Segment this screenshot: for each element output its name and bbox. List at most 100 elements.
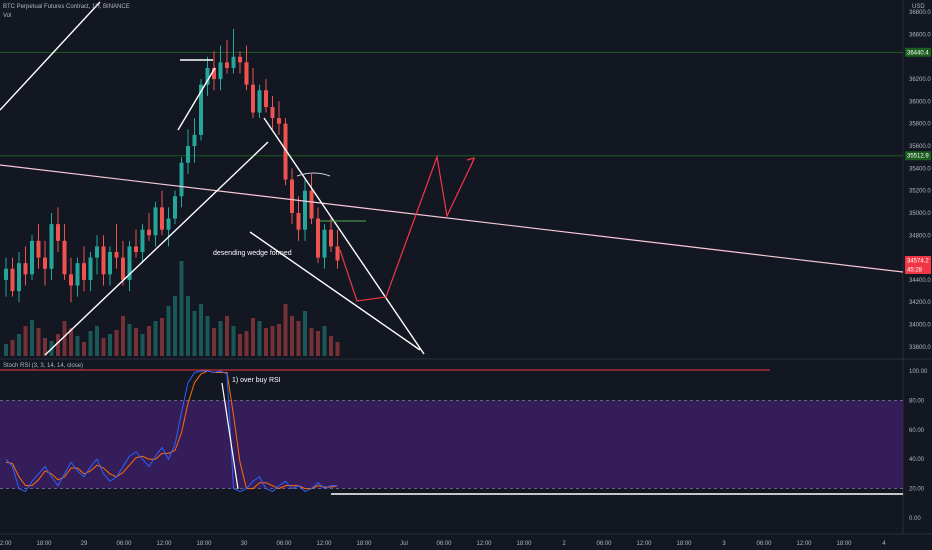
candle[interactable] bbox=[238, 56, 242, 63]
candle[interactable] bbox=[199, 84, 203, 135]
candle[interactable] bbox=[283, 123, 288, 180]
candle[interactable] bbox=[108, 252, 112, 275]
candle[interactable] bbox=[173, 196, 177, 219]
price-tick-label: 35000.0 bbox=[909, 211, 931, 217]
candle[interactable] bbox=[309, 190, 314, 219]
wedge-annotation-text[interactable]: desending wedge formed bbox=[213, 250, 292, 257]
volume-bar bbox=[153, 321, 158, 356]
stoch-rsi-k-line[interactable] bbox=[5, 370, 338, 493]
candle[interactable] bbox=[134, 246, 138, 253]
candle[interactable] bbox=[49, 224, 54, 269]
candle[interactable] bbox=[153, 207, 158, 236]
candle[interactable] bbox=[244, 62, 249, 85]
rsi-annotation-text[interactable]: 1) over buy RSI bbox=[232, 377, 281, 384]
candle[interactable] bbox=[218, 62, 223, 80]
candle[interactable] bbox=[290, 179, 294, 213]
candle[interactable] bbox=[322, 229, 327, 258]
price-tick-label: 36600.0 bbox=[909, 32, 931, 38]
candle[interactable] bbox=[82, 263, 86, 280]
candle[interactable] bbox=[43, 257, 47, 269]
candle[interactable] bbox=[329, 229, 333, 247]
rsi-drop-arrow[interactable] bbox=[221, 382, 239, 490]
candle[interactable] bbox=[88, 257, 93, 280]
time-tick-label: 30 bbox=[241, 541, 248, 547]
price-tick-label: 36200.0 bbox=[909, 77, 931, 83]
candle[interactable] bbox=[186, 146, 190, 163]
price-flag[interactable] bbox=[905, 151, 931, 161]
candle[interactable] bbox=[316, 218, 320, 258]
candle[interactable] bbox=[69, 274, 73, 286]
candle[interactable] bbox=[127, 246, 132, 280]
candle[interactable] bbox=[335, 246, 340, 261]
candle[interactable] bbox=[257, 90, 262, 113]
candle[interactable] bbox=[160, 207, 164, 230]
time-tick-label: 2 bbox=[562, 541, 566, 547]
candle[interactable] bbox=[296, 212, 301, 230]
support-trendline[interactable] bbox=[44, 141, 269, 356]
trendline-upper-left[interactable] bbox=[0, 1, 101, 111]
candle[interactable] bbox=[101, 246, 106, 275]
volume-bar bbox=[95, 326, 99, 356]
price-tick-label: 35400.0 bbox=[909, 166, 931, 172]
wedge-lower-line[interactable] bbox=[249, 231, 421, 351]
candle[interactable] bbox=[75, 263, 80, 286]
candle[interactable] bbox=[4, 268, 8, 280]
resistance-trendline[interactable] bbox=[0, 164, 904, 273]
candle[interactable] bbox=[147, 229, 151, 236]
candle[interactable] bbox=[192, 134, 197, 147]
candle[interactable] bbox=[166, 218, 171, 230]
wedge-upper-line[interactable] bbox=[263, 117, 425, 355]
price-tick-label: 34000.0 bbox=[909, 323, 931, 329]
volume-bar bbox=[173, 296, 177, 356]
volume-bar bbox=[56, 334, 60, 356]
time-tick-label: 4 bbox=[882, 541, 886, 547]
projection-arrowhead[interactable] bbox=[466, 157, 475, 167]
price-flag[interactable] bbox=[905, 264, 931, 274]
candle[interactable] bbox=[270, 106, 275, 119]
candle[interactable] bbox=[56, 224, 60, 241]
candle[interactable] bbox=[205, 67, 210, 85]
rsi-tick-label: 20.00 bbox=[909, 487, 925, 493]
candle[interactable] bbox=[212, 67, 216, 80]
volume-label[interactable]: Vol bbox=[3, 13, 12, 19]
candle[interactable] bbox=[264, 90, 268, 107]
candle[interactable] bbox=[10, 268, 15, 292]
price-flag[interactable] bbox=[905, 255, 931, 265]
candle[interactable] bbox=[62, 240, 67, 275]
stoch-rsi-title[interactable]: Stoch RSI (3, 3, 14, 14, close) bbox=[3, 363, 84, 369]
price-flag[interactable] bbox=[905, 47, 931, 57]
candle[interactable] bbox=[36, 240, 41, 258]
time-tick-label: 18:00 bbox=[836, 541, 852, 547]
candle[interactable] bbox=[231, 56, 236, 68]
candle[interactable] bbox=[225, 62, 229, 68]
candle[interactable] bbox=[95, 246, 99, 258]
volume-bar bbox=[186, 296, 190, 356]
candle[interactable] bbox=[17, 263, 21, 292]
time-tick-label: 06:00 bbox=[436, 541, 452, 547]
price-tick-label: 34800.0 bbox=[909, 233, 931, 239]
candle[interactable] bbox=[121, 257, 125, 280]
candle[interactable] bbox=[251, 84, 255, 113]
candle[interactable] bbox=[30, 240, 34, 275]
volume-bar bbox=[264, 328, 268, 356]
candle[interactable] bbox=[179, 162, 184, 197]
candle[interactable] bbox=[114, 252, 119, 258]
rsi-tick-label: 80.00 bbox=[909, 398, 925, 404]
volume-bar bbox=[140, 334, 145, 356]
symbol-title[interactable]: BTC Perpetual Futures Contract, 1H, BINA… bbox=[3, 4, 130, 10]
candle[interactable] bbox=[277, 118, 281, 124]
volume-bar bbox=[127, 324, 132, 356]
candle[interactable] bbox=[303, 190, 307, 230]
volume-bar bbox=[283, 304, 288, 356]
volume-bar bbox=[121, 316, 125, 356]
rally-trendline[interactable] bbox=[177, 67, 216, 131]
price-flag-label: 34574.2 bbox=[907, 258, 929, 264]
volume-bar bbox=[10, 340, 15, 356]
projection-path[interactable] bbox=[339, 154, 475, 302]
volume-bar bbox=[192, 311, 197, 356]
arc-marker[interactable] bbox=[296, 172, 331, 177]
candle[interactable] bbox=[23, 263, 28, 275]
main-pane[interactable] bbox=[0, 0, 903, 358]
candle[interactable] bbox=[140, 229, 145, 253]
